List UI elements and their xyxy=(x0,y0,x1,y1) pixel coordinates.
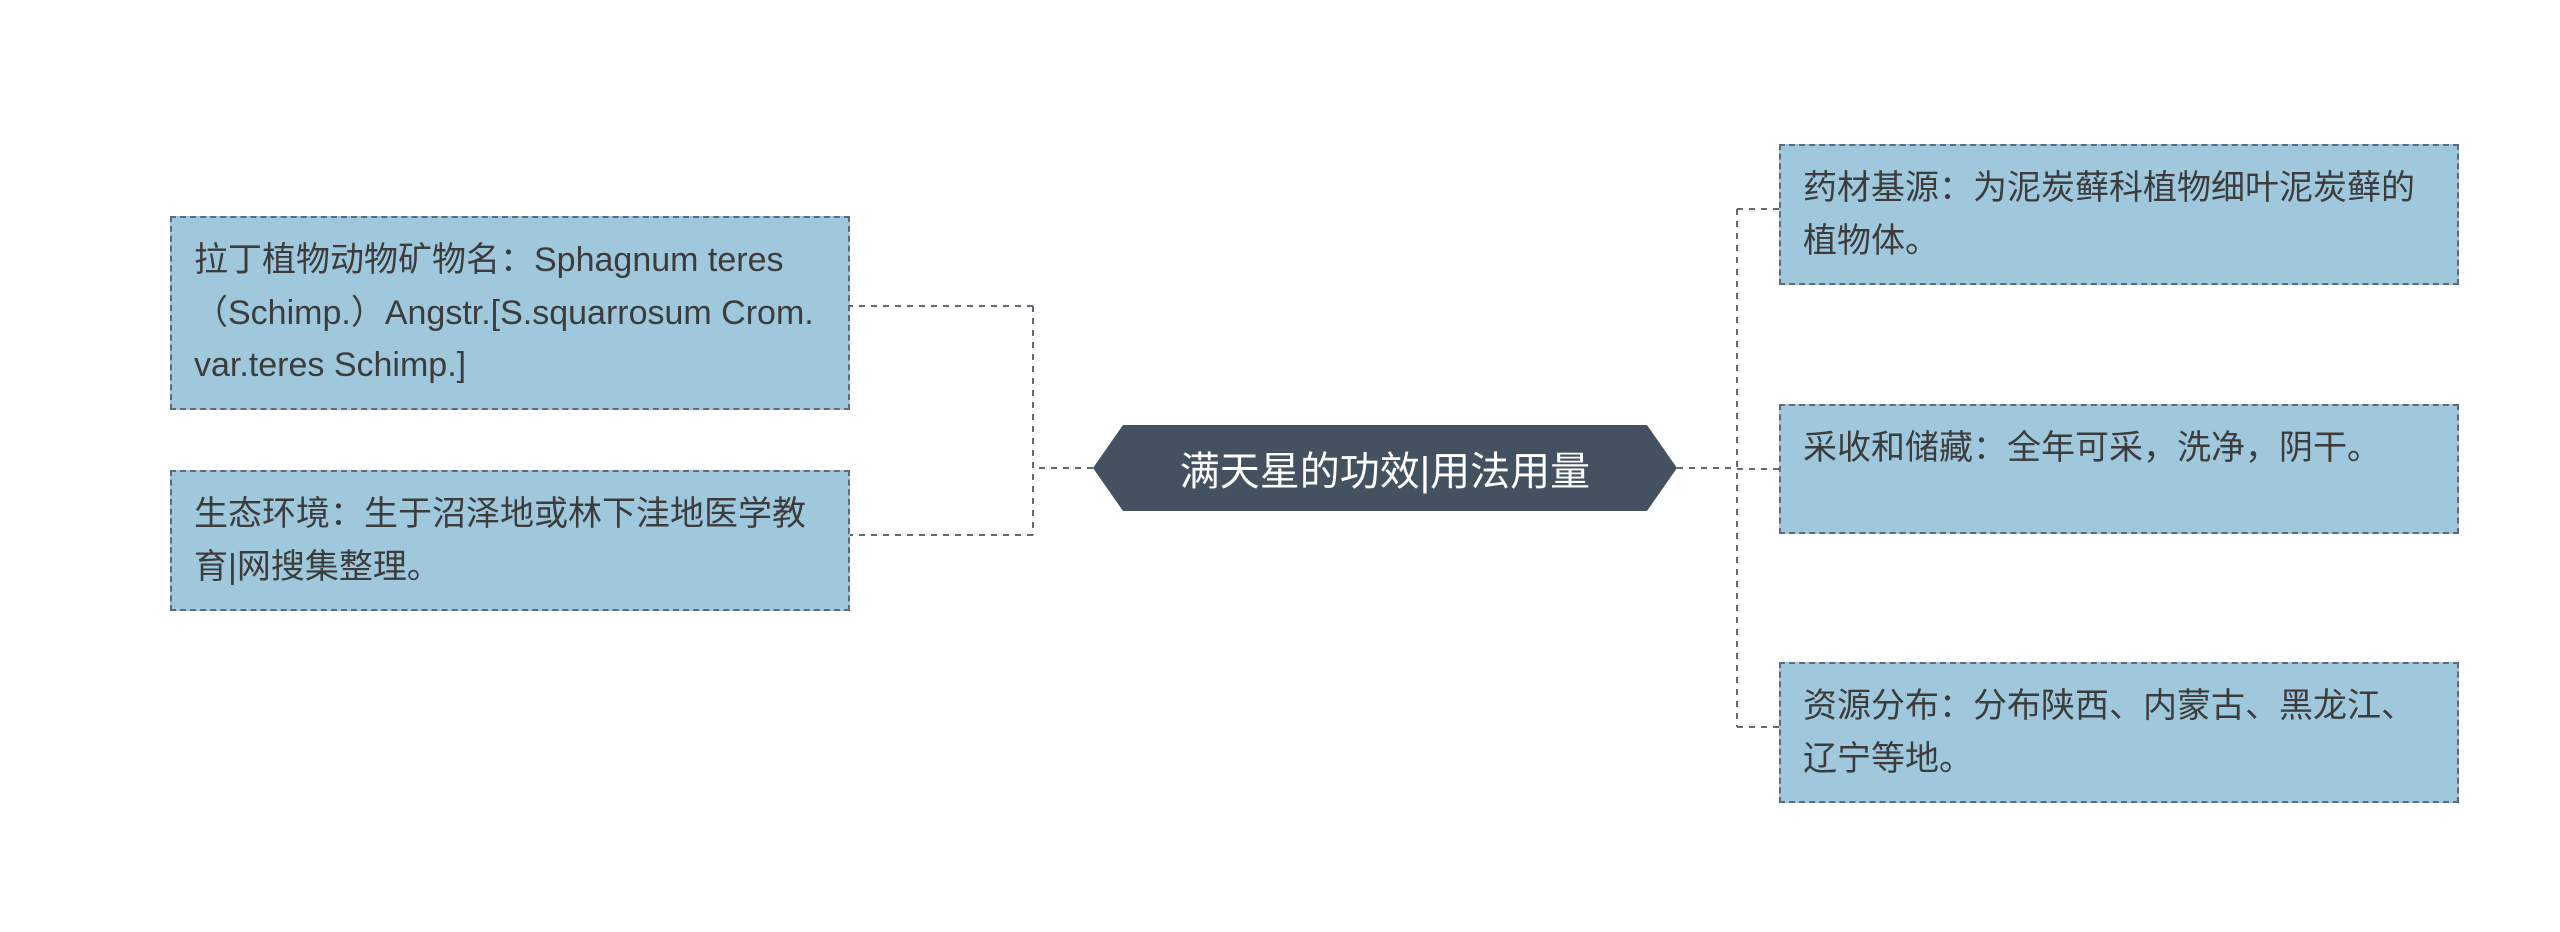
leaf-node-source: 药材基源：为泥炭藓科植物细叶泥炭藓的植物体。 xyxy=(1779,144,2459,285)
leaf-node-distribution: 资源分布：分布陕西、内蒙古、黑龙江、辽宁等地。 xyxy=(1779,662,2459,803)
leaf-text: 拉丁植物动物矿物名：Sphagnum teres（Schimp.）Angstr.… xyxy=(194,241,814,384)
center-node: 满天星的功效|用法用量 xyxy=(1123,425,1647,511)
leaf-node-harvest: 采收和储藏：全年可采，洗净，阴干。 xyxy=(1779,404,2459,534)
leaf-text: 资源分布：分布陕西、内蒙古、黑龙江、辽宁等地。 xyxy=(1803,687,2415,778)
mindmap-canvas: 满天星的功效|用法用量 拉丁植物动物矿物名：Sphagnum teres（Sch… xyxy=(0,0,2560,932)
leaf-text: 药材基源：为泥炭藓科植物细叶泥炭藓的植物体。 xyxy=(1803,169,2415,260)
leaf-text: 采收和储藏：全年可采，洗净，阴干。 xyxy=(1803,429,2381,467)
center-label: 满天星的功效|用法用量 xyxy=(1180,439,1590,497)
leaf-node-latin: 拉丁植物动物矿物名：Sphagnum teres（Schimp.）Angstr.… xyxy=(170,216,850,410)
leaf-text: 生态环境：生于沼泽地或林下洼地医学教育|网搜集整理。 xyxy=(194,495,806,586)
leaf-node-habitat: 生态环境：生于沼泽地或林下洼地医学教育|网搜集整理。 xyxy=(170,470,850,611)
